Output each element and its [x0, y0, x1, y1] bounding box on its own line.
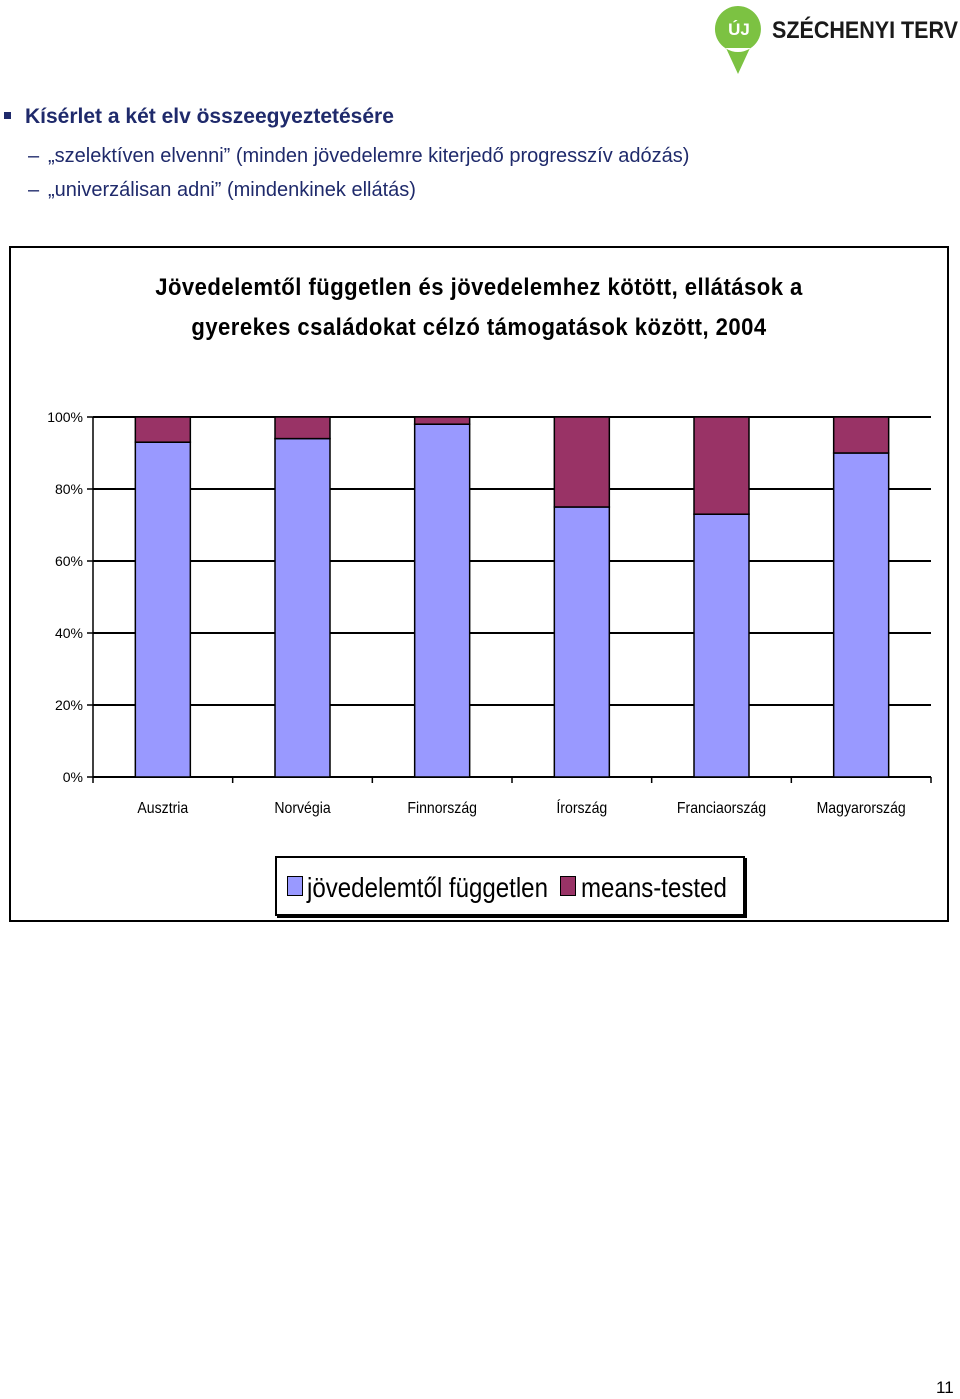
logo-pin-shape — [714, 6, 761, 74]
bar-series-1 — [693, 513, 750, 778]
y-tick-label: 40% — [55, 625, 83, 641]
y-tick-label: 60% — [55, 553, 83, 569]
legend-swatch-series-2 — [560, 876, 576, 896]
logo-text: SZÉCHENYI TERV — [772, 16, 958, 44]
bar-series-1 — [832, 452, 890, 778]
page-number: 11 — [936, 1378, 954, 1397]
x-tick-label: Ausztria — [137, 799, 188, 817]
bar-series-2 — [693, 416, 750, 515]
legend-label-series-2: means-tested — [581, 872, 727, 903]
bar-series-1 — [134, 441, 192, 778]
x-tick-label: Finnország — [407, 799, 477, 817]
sub-bullet: – „univerzálisan adni” (mindenkinek ellát… — [28, 179, 416, 201]
bar-series-1 — [553, 506, 611, 778]
bar-series-1 — [413, 423, 471, 778]
stacked-bar-chart: 0% 20% 40% 60% 80% 100% Ausztria Norvégia Finnor… — [47, 409, 932, 817]
bar-series-2 — [274, 416, 331, 440]
sub-bullet: – „szelektíven elvenni” (minden jövedelem… — [28, 145, 690, 167]
y-tick-label: 0% — [63, 769, 83, 785]
logo-badge-text: ÚJ — [728, 20, 750, 39]
chart-frame: Jövedelemtől független és jövedelemhez k… — [9, 246, 949, 922]
bullet-square-icon — [4, 111, 11, 119]
x-tick-label: Norvégia — [274, 799, 331, 817]
y-tick-label: 100% — [47, 409, 83, 425]
bar-series-2 — [832, 416, 890, 454]
x-tick-label: Franciaország — [677, 799, 766, 817]
szechenyi-terv-logo: ÚJ SZÉCHENYI TERV — [712, 0, 960, 78]
x-tick-label: Magyarország — [817, 799, 906, 817]
chart-title-line-1: Jövedelemtől független és jövedelemhez k… — [155, 274, 803, 301]
bullet-heading: Kísérlet a két elv összeegyeztetésére — [0, 105, 394, 129]
legend-label-series-1: jövedelemtől független — [307, 872, 548, 903]
chart-title-line-2: gyerekes családokat célzó támogatások kö… — [191, 314, 767, 341]
legend-swatch-series-1 — [287, 876, 303, 896]
chart-legend: jövedelemtől független means-tested — [275, 856, 745, 916]
y-tick-label: 20% — [55, 697, 83, 713]
bar-series-2 — [553, 416, 611, 508]
bar-series-2 — [134, 416, 192, 443]
bar-series-2 — [413, 416, 471, 425]
y-tick-label: 80% — [55, 481, 83, 497]
x-tick-label: Írország — [556, 799, 607, 817]
bar-series-1 — [274, 437, 331, 778]
